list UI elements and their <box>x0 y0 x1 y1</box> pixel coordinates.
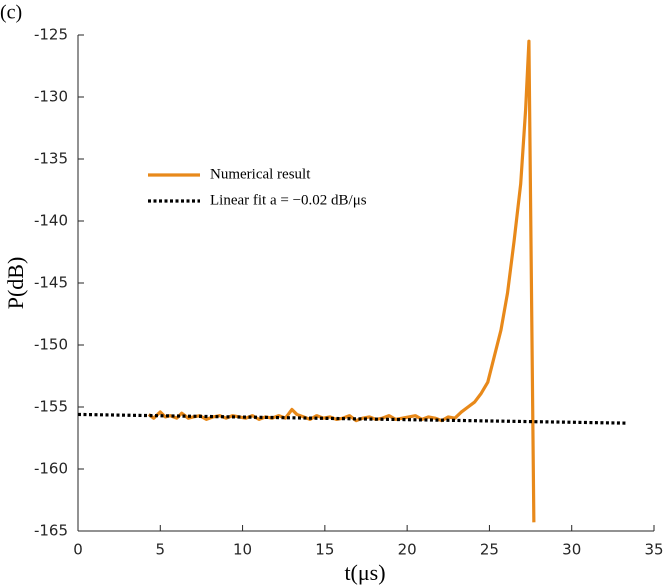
panel-label: (c) <box>0 2 22 24</box>
legend-label: Linear fit a = −0.02 dB/μs <box>210 192 367 208</box>
y-tick-label: -155 <box>34 398 68 416</box>
x-tick-label: 10 <box>233 541 252 559</box>
y-tick-label: -150 <box>34 336 68 354</box>
x-tick-label: 20 <box>398 541 417 559</box>
y-tick-label: -160 <box>34 460 68 478</box>
y-tick-label: -145 <box>34 274 68 292</box>
y-tick-label: -125 <box>34 26 68 44</box>
y-tick-label: -135 <box>34 150 68 168</box>
x-tick-label: 30 <box>562 541 581 559</box>
x-tick-label: 35 <box>644 541 663 559</box>
series-line <box>77 412 627 425</box>
series-line <box>147 39 536 523</box>
y-axis-label: P(dB) <box>3 257 28 310</box>
x-axis-label: t(μs) <box>344 560 385 585</box>
legend-label: Numerical result <box>210 166 311 182</box>
x-tick-label: 0 <box>73 541 83 559</box>
y-tick-label: -130 <box>34 88 68 106</box>
x-tick-label: 5 <box>156 541 166 559</box>
y-tick-label: -165 <box>34 522 68 540</box>
x-tick-label: 15 <box>315 541 334 559</box>
y-tick-label: -140 <box>34 212 68 230</box>
x-tick-label: 25 <box>480 541 499 559</box>
